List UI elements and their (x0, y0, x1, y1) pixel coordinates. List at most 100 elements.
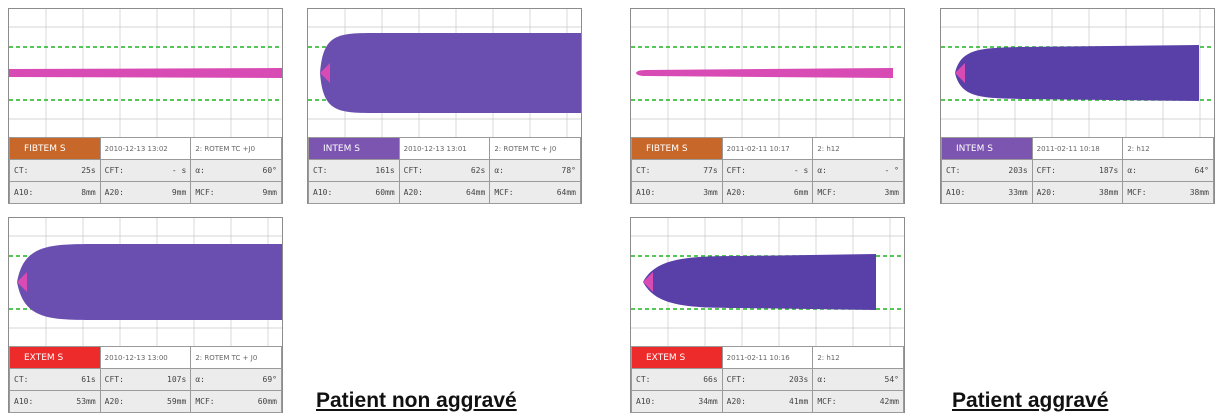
a20-cell: A20: 9mm (99, 181, 192, 204)
trace-plot (941, 9, 1214, 137)
result-table: INTEM S 2011-02-11 10:18 2: h12 CT: 203s CFT:… (941, 137, 1214, 204)
table-row: CT: 66s CFT: 203s α: 54° (631, 368, 904, 391)
trace-initiation-marker (955, 63, 965, 83)
alpha-label: α: (817, 166, 827, 175)
cft-label: CFT: (726, 375, 746, 384)
mcf-value: 42mm (879, 397, 899, 406)
table-header-row: FIBTEM S 2010-12-13 13:02 2: ROTEM TC +J0 (9, 137, 282, 160)
ct-label: CT: (636, 166, 651, 175)
rotem-panel-intem-2: INTEM S 2011-02-11 10:18 2: h12 CT: 203s CFT:… (940, 8, 1215, 204)
a10-value: 60mm (375, 188, 395, 197)
alpha-value: 54° (884, 375, 899, 384)
mcf-value: 9mm (262, 188, 277, 197)
trace-initiation-marker (636, 70, 646, 76)
mcf-cell: MCF: 38mm (1122, 181, 1214, 204)
ct-label: CT: (14, 375, 29, 384)
trace-plot (9, 218, 282, 346)
cft-value: 187s (1099, 166, 1119, 175)
test-timestamp: 2011-02-11 10:16 (721, 346, 814, 369)
table-row: A10: 60mm A20: 64mm MCF: 64mm (308, 181, 581, 204)
cft-value: 62s (470, 166, 486, 175)
table-row: A10: 53mm A20: 59mm MCF: 60mm (9, 390, 282, 413)
ct-cell: CT: 161s (308, 159, 400, 182)
result-table: FIBTEM S 2010-12-13 13:02 2: ROTEM TC +J0 C… (9, 137, 282, 204)
test-name: EXTEM S (631, 346, 723, 369)
table-row: CT: 203s CFT: 187s α: 64° (941, 159, 1214, 182)
clot-firmness-trace (955, 45, 1199, 101)
result-table: EXTEM S 2010-12-13 13:00 2: ROTEM TC + J0 C… (9, 346, 282, 413)
trace-initiation-marker (17, 272, 27, 292)
test-timestamp: 2011-02-11 10:18 (1031, 137, 1124, 160)
a10-cell: A10: 33mm (941, 181, 1033, 204)
alpha-label: α: (195, 166, 205, 175)
mcf-value: 3mm (884, 188, 899, 197)
alpha-value: 60° (262, 166, 277, 175)
a20-value: 9mm (171, 188, 187, 197)
table-header-row: EXTEM S 2010-12-13 13:00 2: ROTEM TC + J0 (9, 346, 282, 369)
alpha-value: 78° (561, 166, 576, 175)
alpha-cell: α: - ° (812, 159, 904, 182)
a10-label: A10: (14, 188, 34, 197)
a20-value: 59mm (167, 397, 187, 406)
a10-cell: A10: 3mm (631, 181, 723, 204)
mcf-label: MCF: (494, 188, 514, 197)
test-name: INTEM S (941, 137, 1033, 160)
table-row: A10: 3mm A20: 6mm MCF: 3mm (631, 181, 904, 204)
ct-cell: CT: 77s (631, 159, 723, 182)
table-header-row: FIBTEM S 2011-02-11 10:17 2: h12 (631, 137, 904, 160)
rotem-panel-fibtem-2: FIBTEM S 2011-02-11 10:17 2: h12 CT: 77s CFT:… (630, 8, 905, 204)
a20-label: A20: (726, 188, 746, 197)
table-header-row: EXTEM S 2011-02-11 10:16 2: h12 (631, 346, 904, 369)
cft-label: CFT: (403, 166, 423, 175)
mcf-label: MCF: (195, 397, 215, 406)
a20-label: A20: (104, 188, 124, 197)
alpha-cell: α: 78° (489, 159, 581, 182)
a10-cell: A10: 34mm (631, 390, 723, 413)
ct-cell: CT: 66s (631, 368, 723, 391)
cft-cell: CFT: - s (99, 159, 192, 182)
ct-label: CT: (14, 166, 29, 175)
trace-initiation-marker (320, 63, 330, 83)
alpha-label: α: (1127, 166, 1137, 175)
trace-plot (9, 9, 282, 137)
clot-firmness-trace (643, 254, 876, 310)
a20-cell: A20: 59mm (99, 390, 192, 413)
table-row: CT: 61s CFT: 107s α: 69° (9, 368, 282, 391)
mcf-cell: MCF: 42mm (812, 390, 904, 413)
mcf-cell: MCF: 60mm (190, 390, 282, 413)
a10-value: 3mm (703, 188, 718, 197)
a10-label: A10: (636, 188, 656, 197)
ct-label: CT: (946, 166, 961, 175)
test-note: 2: ROTEM TC +J0 (190, 137, 282, 160)
test-timestamp: 2011-02-11 10:17 (721, 137, 814, 160)
table-row: A10: 8mm A20: 9mm MCF: 9mm (9, 181, 282, 204)
mcf-value: 38mm (1189, 188, 1209, 197)
cft-label: CFT: (726, 166, 746, 175)
ct-value: 161s (375, 166, 395, 175)
result-table: INTEM S 2010-12-13 13:01 2: ROTEM TC + J0 C… (308, 137, 581, 204)
alpha-label: α: (494, 166, 504, 175)
cft-value: - s (171, 166, 187, 175)
mcf-label: MCF: (1127, 188, 1147, 197)
test-timestamp: 2010-12-13 13:01 (398, 137, 491, 160)
test-name: FIBTEM S (9, 137, 101, 160)
test-note: 2: ROTEM TC + J0 (489, 137, 581, 160)
ct-value: 25s (81, 166, 96, 175)
cft-value: 203s (789, 375, 809, 384)
result-table: FIBTEM S 2011-02-11 10:17 2: h12 CT: 77s CFT:… (631, 137, 904, 204)
alpha-value: 69° (262, 375, 277, 384)
table-header-row: INTEM S 2011-02-11 10:18 2: h12 (941, 137, 1214, 160)
alpha-value: 64° (1194, 166, 1209, 175)
cft-cell: CFT: - s (721, 159, 814, 182)
mcf-cell: MCF: 9mm (190, 181, 282, 204)
ct-value: 77s (703, 166, 718, 175)
rotem-panel-intem-1: INTEM S 2010-12-13 13:01 2: ROTEM TC + J0 C… (307, 8, 582, 204)
a20-label: A20: (403, 188, 423, 197)
table-header-row: INTEM S 2010-12-13 13:01 2: ROTEM TC + J0 (308, 137, 581, 160)
rotem-panel-extem-1: EXTEM S 2010-12-13 13:00 2: ROTEM TC + J0 C… (8, 217, 283, 413)
test-note: 2: h12 (1122, 137, 1214, 160)
test-timestamp: 2010-12-13 13:00 (99, 346, 192, 369)
cft-cell: CFT: 203s (721, 368, 814, 391)
alpha-cell: α: 64° (1122, 159, 1214, 182)
cft-cell: CFT: 187s (1031, 159, 1124, 182)
